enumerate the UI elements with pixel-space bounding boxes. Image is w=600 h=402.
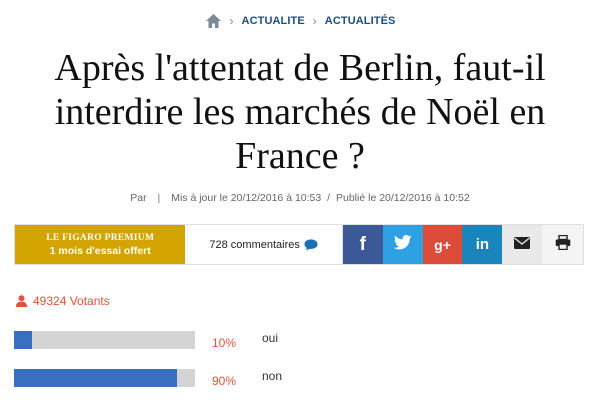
mail-icon — [514, 236, 531, 254]
published-date: Publié le 20/12/2016 à 10:52 — [336, 192, 470, 204]
article-title: Après l'attentat de Berlin, faut-il inte… — [54, 47, 546, 177]
premium-promo-button[interactable]: LE FIGARO PREMIUM 1 mois d'essai offert — [15, 225, 186, 264]
linkedin-share-button[interactable]: in — [462, 225, 503, 264]
promo-offer: 1 mois d'essai offert — [49, 244, 151, 257]
user-icon — [16, 295, 27, 307]
poll-option-label[interactable]: non — [262, 369, 283, 383]
breadcrumb-item-actualite[interactable]: ACTUALITE — [241, 15, 305, 27]
googleplus-icon: g+ — [434, 236, 451, 253]
promo-brand: LE FIGARO PREMIUM — [46, 233, 154, 243]
poll-bar-track — [14, 331, 195, 349]
home-icon[interactable] — [205, 13, 222, 29]
chevron-right-icon: › — [229, 14, 234, 28]
updated-date: Mis à jour le 20/12/2016 à 10:53 — [171, 192, 322, 204]
poll-option-non[interactable]: 90% non — [14, 369, 314, 389]
promo-tier: PREMIUM — [104, 232, 155, 243]
twitter-share-button[interactable] — [382, 225, 423, 264]
facebook-share-button[interactable]: f — [342, 225, 383, 264]
comment-bubble-icon — [304, 238, 318, 251]
meta-separator: | — [157, 192, 161, 204]
author-prefix: Par — [130, 192, 147, 204]
promo-brand-name: LE FIGARO — [46, 232, 102, 243]
poll-option-label[interactable]: oui — [262, 331, 279, 345]
poll-percent: 90% — [212, 374, 237, 388]
poll-bar-track — [14, 369, 195, 387]
linkedin-icon: in — [475, 236, 490, 253]
meta-dash: / — [327, 192, 331, 204]
poll-option-oui[interactable]: 10% oui — [14, 331, 314, 351]
print-icon — [555, 234, 571, 255]
article-meta: Par | Mis à jour le 20/12/2016 à 10:53 /… — [0, 192, 600, 204]
chevron-right-icon: › — [312, 14, 317, 28]
poll-bar-fill — [14, 331, 33, 349]
comments-button[interactable]: 728 commentaires — [185, 225, 343, 264]
share-bar: LE FIGARO PREMIUM 1 mois d'essai offert … — [14, 224, 584, 265]
email-share-button[interactable] — [502, 225, 543, 264]
comments-count: 728 commentaires — [209, 238, 300, 251]
googleplus-share-button[interactable]: g+ — [422, 225, 463, 264]
poll-bar-fill — [14, 369, 177, 387]
breadcrumb: › ACTUALITE › ACTUALITÉS — [0, 10, 600, 32]
twitter-icon — [393, 234, 412, 255]
breadcrumb-item-actualites[interactable]: ACTUALITÉS — [324, 15, 396, 27]
voters-count: 49324 Votants — [16, 294, 110, 308]
poll-percent: 10% — [212, 336, 237, 350]
voters-label: 49324 Votants — [33, 294, 110, 308]
facebook-icon: f — [359, 233, 366, 255]
print-button[interactable] — [542, 225, 584, 264]
